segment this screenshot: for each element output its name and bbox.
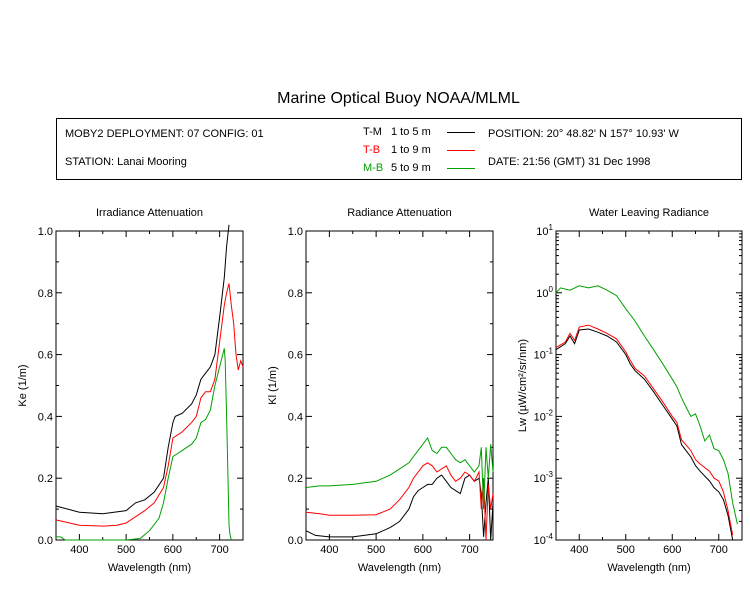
- y-axis-label: Ke (1/m): [17, 364, 29, 406]
- x-axis-label: Wavelength (nm): [607, 562, 690, 574]
- page-title: Marine Optical Buoy NOAA/MLML: [277, 90, 520, 107]
- y-tick-label: 0.0: [288, 535, 303, 547]
- y-tick-label: 0.2: [38, 473, 53, 485]
- y-tick-label: 0.8: [38, 288, 53, 300]
- legend-range-tm: 1 to 5 m: [391, 126, 431, 138]
- series-line-t-m: [555, 328, 734, 541]
- y-tick-label: 1.0: [38, 226, 53, 238]
- x-tick-label: 700: [460, 544, 478, 556]
- x-tick-label: 600: [414, 544, 432, 556]
- x-tick-label: 400: [70, 544, 88, 556]
- y-tick-label: 100: [536, 285, 553, 300]
- legend-name-tb: T-B: [363, 144, 381, 156]
- info-box: MOBY2 DEPLOYMENT: 07 CONFIG: 01 STATION:…: [56, 118, 742, 180]
- y-tick-label: 0.8: [288, 288, 303, 300]
- x-tick-label: 500: [367, 544, 385, 556]
- deployment-label: MOBY2 DEPLOYMENT: 07 CONFIG: 01: [65, 128, 264, 140]
- legend-range-mb: 5 to 9 m: [391, 162, 431, 174]
- legend-range-tb: 1 to 9 m: [391, 144, 431, 156]
- x-axis-label: Wavelength (nm): [108, 562, 191, 574]
- series-line-m-b: [555, 285, 738, 525]
- y-tick-label: 0.6: [288, 350, 303, 362]
- x-tick-label: 700: [210, 544, 228, 556]
- y-tick-label: 10-4: [534, 532, 554, 547]
- series-line-m-b: [56, 348, 232, 541]
- y-tick-label: 10-2: [534, 408, 554, 423]
- chart-title: Radiance Attenuation: [347, 207, 452, 219]
- x-tick-label: 400: [320, 544, 338, 556]
- series-line-m-b: [305, 436, 494, 510]
- series-line-t-b: [555, 324, 734, 536]
- x-tick-label: 700: [710, 544, 728, 556]
- y-tick-label: 0.6: [38, 350, 53, 362]
- date-label: DATE: 21:56 (GMT) 31 Dec 1998: [488, 156, 651, 168]
- y-tick-label: 0.2: [288, 473, 303, 485]
- series-line-t-m: [55, 224, 230, 515]
- x-tick-label: 600: [164, 544, 182, 556]
- y-tick-label: 10-3: [534, 470, 554, 485]
- legend-name-tm: T-M: [363, 126, 382, 138]
- series-line-t-m: [305, 474, 494, 541]
- y-axis-label: Lw (µW/cm²/sr/nm): [517, 339, 529, 432]
- legend-line-mb: [447, 168, 475, 169]
- y-axis-label: Kl (1/m): [267, 366, 279, 405]
- y-tick-label: 0.4: [288, 411, 303, 423]
- x-tick-label: 500: [117, 544, 135, 556]
- y-tick-label: 0.0: [38, 535, 53, 547]
- series-line-t-b: [305, 462, 494, 541]
- chart-title: Irradiance Attenuation: [96, 207, 203, 219]
- legend-name-mb: M-B: [363, 162, 384, 174]
- x-tick-label: 500: [617, 544, 635, 556]
- y-tick-label: 101: [536, 223, 553, 238]
- station-label: STATION: Lanai Mooring: [65, 156, 187, 168]
- y-tick-label: 10-1: [534, 347, 554, 362]
- x-axis-label: Wavelength (nm): [358, 562, 441, 574]
- x-tick-label: 400: [570, 544, 588, 556]
- position-label: POSITION: 20° 48.82' N 157° 10.93' W: [488, 128, 679, 140]
- legend-line-tb: [447, 150, 475, 151]
- y-tick-label: 0.4: [38, 411, 53, 423]
- x-tick-label: 600: [663, 544, 681, 556]
- plot-frame: [305, 230, 494, 541]
- chart-title: Water Leaving Radiance: [589, 207, 709, 219]
- series-line-t-b: [55, 283, 244, 527]
- legend-line-tm: [447, 132, 475, 133]
- y-tick-label: 1.0: [288, 226, 303, 238]
